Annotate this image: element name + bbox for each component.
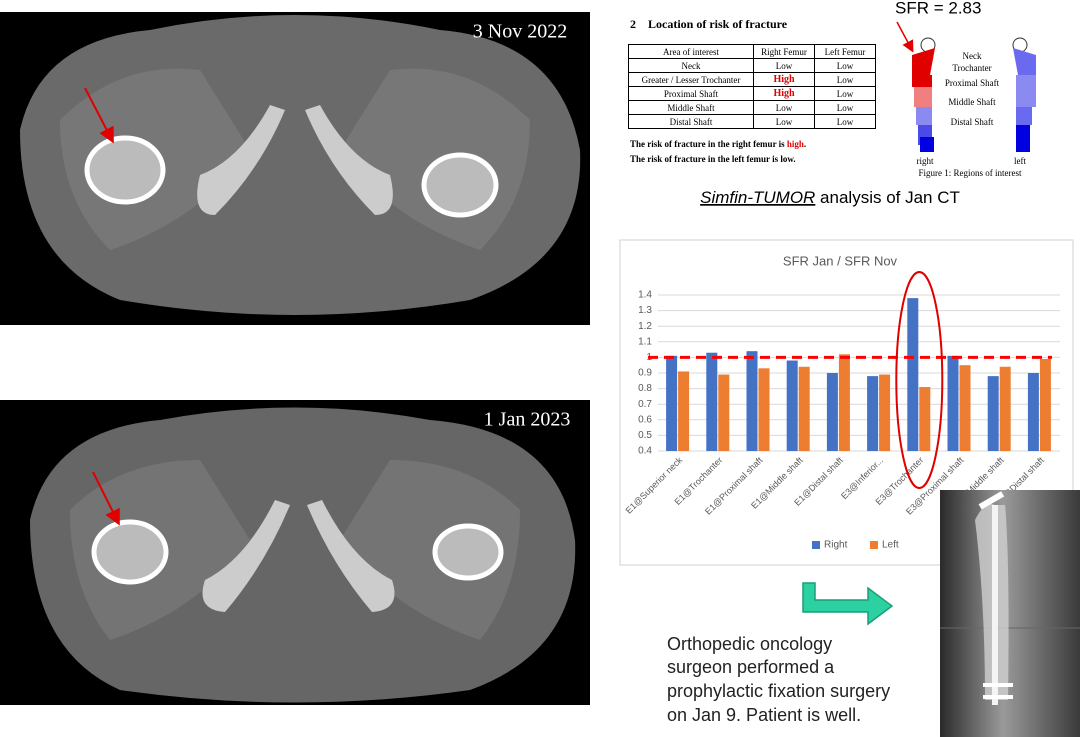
table-cell: Low bbox=[753, 114, 815, 129]
caption-emphasis: Simfin-TUMOR bbox=[700, 188, 815, 207]
table-cell: High bbox=[753, 86, 815, 101]
table-cell: Low bbox=[753, 100, 815, 115]
y-tick-label: 0.8 bbox=[638, 383, 652, 394]
femur-side: left bbox=[1014, 156, 1026, 166]
bar bbox=[758, 368, 770, 451]
femur-side: right bbox=[917, 156, 934, 166]
table-cell: Low bbox=[814, 114, 876, 129]
report-number: 2 bbox=[630, 17, 636, 31]
bar bbox=[666, 355, 678, 451]
legend-swatch bbox=[870, 541, 878, 549]
bar bbox=[678, 371, 690, 451]
caption-rest: analysis of Jan CT bbox=[815, 188, 960, 207]
bar bbox=[879, 374, 891, 451]
bar bbox=[746, 351, 758, 451]
figure-caption: Figure 1: Regions of interest bbox=[919, 168, 1022, 178]
xray-image bbox=[940, 490, 1080, 737]
region-label: Middle Shaft bbox=[948, 97, 996, 107]
ct-image: 3 Nov 2022 bbox=[0, 12, 590, 325]
table-header: Left Femur bbox=[814, 44, 876, 59]
legend-label: Right bbox=[824, 540, 848, 551]
bar bbox=[959, 365, 971, 451]
bar bbox=[999, 366, 1011, 451]
bar bbox=[1039, 358, 1051, 451]
table-cell: Low bbox=[814, 100, 876, 115]
legend-swatch bbox=[812, 541, 820, 549]
y-tick-label: 0.7 bbox=[638, 399, 652, 410]
region-label: Proximal Shaft bbox=[945, 78, 1000, 88]
y-tick-label: 1.3 bbox=[638, 305, 652, 316]
bar bbox=[826, 373, 838, 451]
chart-title: SFR Jan / SFR Nov bbox=[783, 253, 898, 268]
bar bbox=[838, 354, 850, 451]
ct-date: 1 Jan 2023 bbox=[484, 409, 571, 431]
bar bbox=[987, 376, 999, 451]
table-header: Right Femur bbox=[753, 44, 815, 59]
table-cell: Low bbox=[814, 72, 876, 87]
y-tick-label: 0.6 bbox=[638, 414, 652, 425]
y-tick-label: 1.4 bbox=[638, 290, 652, 301]
outcome-line: on Jan 9. Patient is well. bbox=[667, 705, 861, 725]
table-cell: Proximal Shaft bbox=[628, 86, 754, 101]
highlight-ellipse bbox=[895, 271, 944, 489]
table-header: Area of interest bbox=[628, 44, 754, 59]
region-label: Trochanter bbox=[952, 63, 991, 73]
table-cell: High bbox=[753, 72, 815, 87]
region-label: Neck bbox=[963, 51, 982, 61]
bar bbox=[947, 355, 959, 451]
legend-label: Left bbox=[882, 540, 899, 551]
analysis-caption: Simfin-TUMOR analysis of Jan CT bbox=[700, 188, 960, 207]
bar bbox=[718, 374, 730, 451]
y-tick-label: 0.4 bbox=[638, 446, 652, 457]
summary-part: . bbox=[804, 139, 806, 149]
table-cell: Low bbox=[814, 86, 876, 101]
table-cell: Distal Shaft bbox=[628, 114, 754, 129]
summary-emphasis: high bbox=[787, 139, 804, 149]
summary: The risk of fracture in the left femur i… bbox=[630, 154, 796, 164]
summary: The risk of fracture in the right femur … bbox=[630, 139, 806, 149]
bar bbox=[867, 376, 879, 451]
summary-part: The risk of fracture in the right femur … bbox=[630, 139, 787, 149]
table-cell: Middle Shaft bbox=[628, 100, 754, 115]
bar bbox=[907, 298, 919, 451]
bar bbox=[706, 352, 718, 451]
sfr-label: SFR = 2.83 bbox=[895, 0, 981, 17]
ct-date: 3 Nov 2022 bbox=[473, 21, 567, 43]
table-cell: Neck bbox=[628, 58, 754, 73]
bar bbox=[1027, 373, 1039, 451]
region-label: Distal Shaft bbox=[951, 117, 994, 127]
y-tick-label: 1.1 bbox=[638, 336, 652, 347]
table-cell: Greater / Lesser Trochanter bbox=[628, 72, 754, 87]
bar bbox=[786, 360, 798, 451]
bar bbox=[798, 366, 810, 451]
bar bbox=[919, 387, 931, 451]
outcome-line: prophylactic fixation surgery bbox=[667, 681, 890, 701]
femur-figure: SFR = 2.83 Neck Trochanter Proximal Shaf… bbox=[895, 0, 1036, 178]
arrow bbox=[802, 582, 894, 626]
report-heading: Location of risk of fracture bbox=[648, 17, 788, 31]
outcome-line: surgeon performed a bbox=[667, 657, 835, 677]
y-tick-label: 0.9 bbox=[638, 368, 652, 379]
ct-image: 1 Jan 2023 bbox=[0, 400, 590, 705]
y-tick-label: 1.2 bbox=[638, 321, 652, 332]
risk-table: Area of interest Right Femur Left Femur … bbox=[628, 44, 876, 129]
table-cell: Low bbox=[814, 58, 876, 73]
table-cell: Low bbox=[753, 58, 815, 73]
outcome-line: Orthopedic oncology bbox=[667, 634, 832, 654]
y-tick-label: 0.5 bbox=[638, 430, 652, 441]
